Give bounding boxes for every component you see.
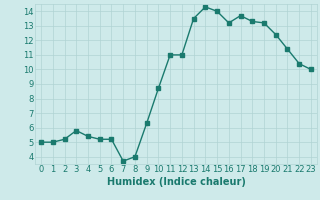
X-axis label: Humidex (Indice chaleur): Humidex (Indice chaleur) xyxy=(107,177,245,187)
